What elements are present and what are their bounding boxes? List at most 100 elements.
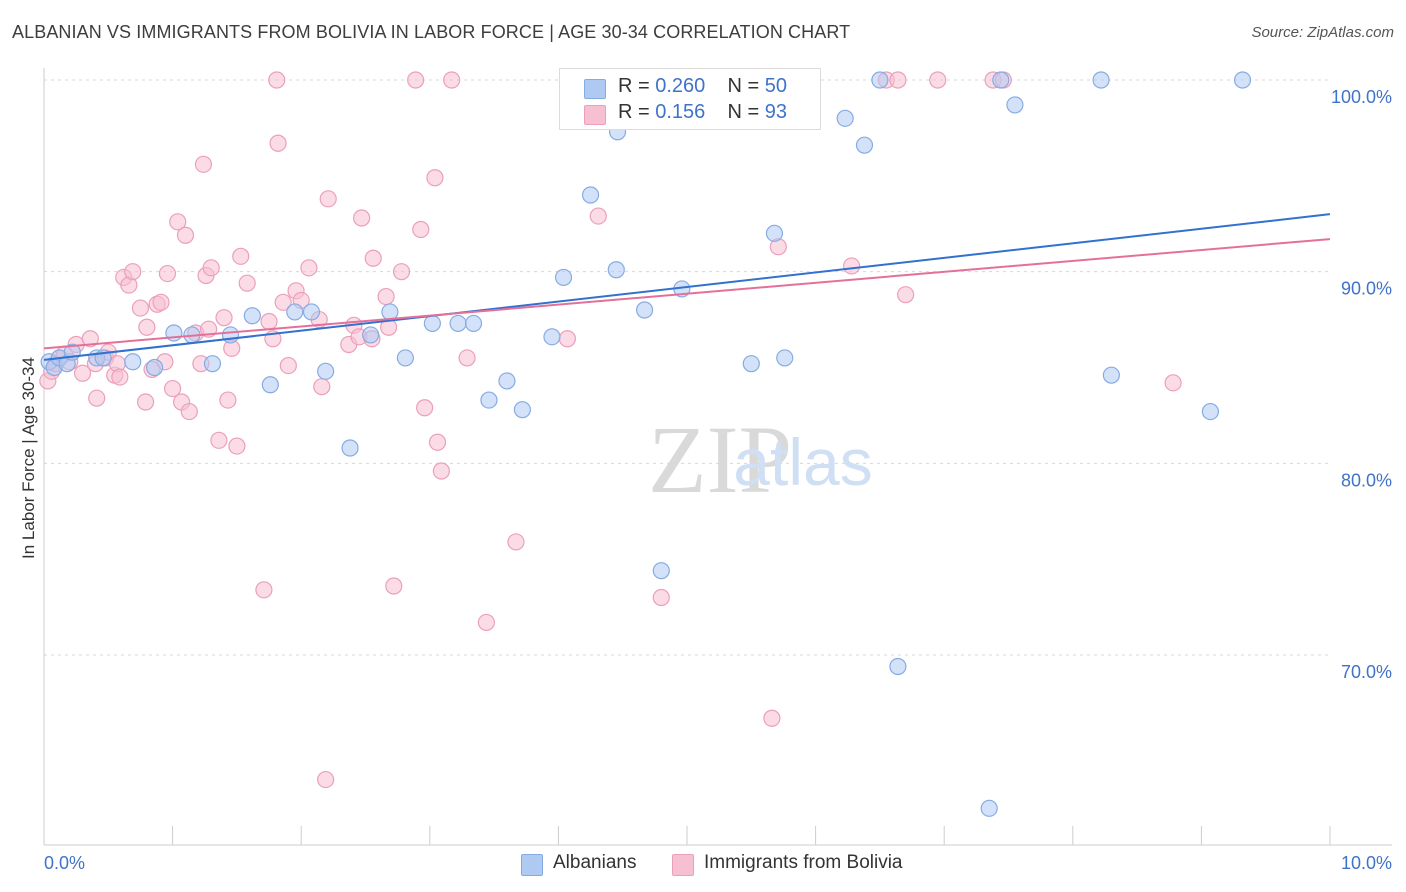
bolivia-point (897, 286, 915, 304)
albanian-point (341, 439, 359, 457)
albanian-point (498, 372, 516, 390)
bolivia-point (432, 462, 450, 480)
bolivia-point (260, 312, 278, 331)
gridlines (44, 79, 1330, 656)
albanian-point (652, 562, 670, 580)
bolivia-point (268, 71, 286, 89)
bolivia-point (392, 263, 411, 281)
bolivia-point (843, 257, 861, 275)
albanian-point (871, 71, 889, 89)
albanian-point (635, 301, 654, 319)
y-tick-label: 80.0% (1341, 470, 1392, 490)
bolivia-point (313, 378, 331, 396)
bolivia-point (202, 259, 220, 277)
albanian-point (1102, 366, 1120, 384)
bolivia-point (228, 437, 246, 455)
bolivia-point (558, 330, 577, 348)
albanian-point (396, 349, 414, 367)
albanian-point (317, 362, 335, 380)
albanian-point (1233, 71, 1252, 89)
albanian-point (221, 326, 240, 344)
albanian-point (464, 314, 483, 333)
y-tick-labels: 70.0% 80.0% 90.0% 100.0% (1331, 87, 1392, 682)
albanian-point (992, 71, 1010, 89)
bolivia-point (426, 169, 444, 187)
bolivia-point (232, 247, 250, 265)
x-tick-label-max: 10.0% (1341, 853, 1392, 873)
legend-r-value: 0.260 (655, 75, 706, 97)
legend-swatch-blue (584, 79, 606, 99)
bolivia-point (176, 226, 195, 244)
albanian-point (742, 355, 760, 373)
albanian-point (423, 314, 441, 333)
legend-n-value: 50 (764, 75, 788, 97)
albanian-point (1092, 71, 1110, 89)
legend-n-value: 93 (764, 101, 788, 123)
albanian-point (543, 328, 561, 346)
bolivia-point (353, 209, 371, 227)
legend-n-label: N = (727, 101, 760, 123)
bolivia-point (215, 309, 233, 327)
bottom-legend-swatch-pink (672, 854, 694, 876)
bolivia-point (377, 287, 395, 306)
bottom-legend-label: Immigrants from Bolivia (704, 852, 903, 873)
albanian-point (554, 268, 573, 287)
legend-r-value: 0.156 (655, 101, 706, 123)
y-tick-label: 90.0% (1341, 279, 1392, 299)
chart-title: ALBANIAN VS IMMIGRANTS FROM BOLIVIA IN L… (12, 22, 851, 42)
albanian-point (243, 307, 261, 325)
y-tick-label: 70.0% (1341, 662, 1392, 682)
bolivia-point (269, 134, 287, 152)
bolivia-point (279, 356, 297, 375)
legend-r-label: R = (618, 75, 650, 97)
bolivia-point (589, 207, 607, 225)
bolivia-point (255, 581, 273, 599)
bolivia-point (152, 293, 170, 311)
albanian-point (302, 303, 321, 321)
y-tick-label: 100.0% (1331, 87, 1392, 107)
bolivia-trendline (43, 238, 1331, 350)
bolivia-point (164, 379, 182, 398)
albanian-point (513, 401, 531, 419)
x-tick-label-min: 0.0% (44, 853, 85, 873)
bolivia-point (1164, 374, 1182, 392)
bolivia-point (929, 71, 947, 89)
watermark-zip: ZIP (648, 406, 792, 513)
bolivia-point (319, 190, 337, 208)
legend-n-label: N = (727, 75, 760, 97)
albanian-point (203, 355, 222, 373)
albanian-point (607, 261, 625, 279)
bolivia-point (385, 577, 403, 595)
albanian-point (581, 186, 600, 204)
bolivia-point (652, 588, 670, 607)
bolivia-point (412, 220, 430, 239)
albanian-point (765, 224, 784, 242)
albanian-point (261, 376, 279, 394)
correlation-legend: R = 0.260 N = 50 R = 0.156 N = 93 (559, 68, 821, 130)
bolivia-point (194, 155, 213, 173)
legend-swatch-pink (584, 105, 606, 125)
albanian-point (836, 109, 854, 127)
albanian-point (480, 391, 498, 409)
bolivia-point (73, 364, 92, 382)
bolivia-point (158, 264, 177, 283)
bolivia-point (443, 71, 461, 89)
bottom-legend-label: Albanians (553, 852, 637, 873)
albanian-trendline (43, 213, 1331, 361)
bolivia-point (210, 431, 228, 449)
legend-r-label: R = (618, 101, 650, 123)
bolivia-point (889, 71, 907, 89)
bolivia-point (131, 299, 150, 317)
albanian-point (362, 326, 380, 344)
bolivia-point (300, 259, 318, 277)
bottom-legend-swatch-blue (521, 854, 543, 876)
bolivia-point (219, 391, 237, 409)
watermark-atlas: atlas (733, 425, 872, 499)
axes (43, 68, 1392, 846)
bolivia-point (317, 770, 335, 789)
bolivia-point (88, 389, 106, 407)
bolivia-point (138, 318, 156, 336)
bolivia-point (81, 330, 99, 348)
bolivia-point (763, 709, 781, 727)
